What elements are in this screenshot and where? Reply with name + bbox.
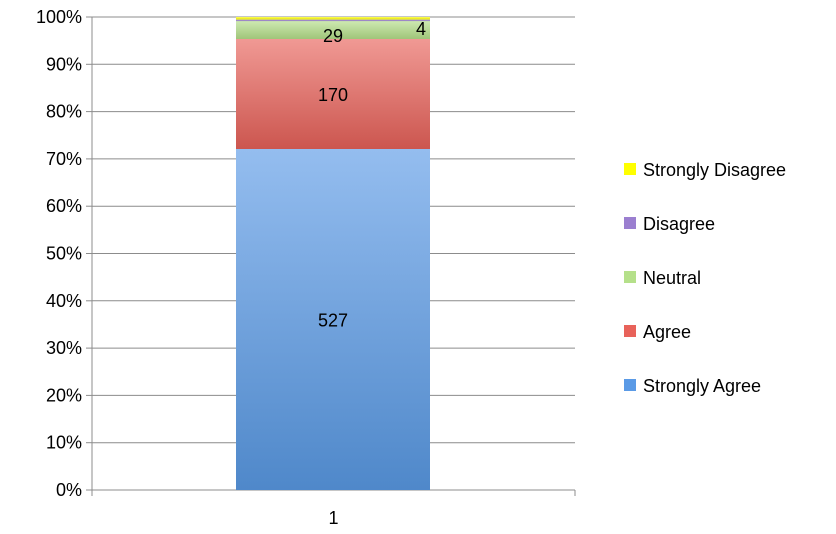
bar-segment-agree bbox=[236, 39, 430, 149]
bar-segment-neutral bbox=[236, 20, 430, 39]
legend: Strongly Disagree Disagree Neutral Agree Str… bbox=[624, 160, 786, 396]
legend-label-strongly-agree: Strongly Agree bbox=[643, 376, 761, 396]
y-axis: 0% 10% 20% 30% 40% 50% 60% 70% 80% 90% 100% bbox=[36, 7, 93, 500]
data-label-strongly-agree: 527 bbox=[318, 311, 348, 331]
data-label-agree: 170 bbox=[318, 85, 348, 105]
y-tick-label: 0% bbox=[56, 480, 82, 500]
y-tick-label: 70% bbox=[46, 149, 82, 169]
y-tick-label: 40% bbox=[46, 291, 82, 311]
legend-label-disagree: Disagree bbox=[643, 214, 715, 234]
x-category-label: 1 bbox=[328, 508, 338, 528]
legend-swatch-strongly-agree bbox=[624, 379, 636, 391]
x-axis: 1 bbox=[91, 490, 576, 528]
y-tick-label: 100% bbox=[36, 7, 82, 27]
data-label-strongly-disagree: 4 bbox=[416, 19, 426, 39]
bar-segment-strongly-disagree bbox=[236, 17, 430, 20]
data-labels: 527 170 29 4 bbox=[318, 19, 426, 331]
y-tick-label: 60% bbox=[46, 196, 82, 216]
y-tick-label: 90% bbox=[46, 54, 82, 74]
legend-swatch-strongly-disagree bbox=[624, 163, 636, 175]
y-tick-label: 80% bbox=[46, 102, 82, 122]
y-tick-label: 20% bbox=[46, 385, 82, 405]
data-label-neutral: 29 bbox=[323, 26, 343, 46]
y-tick-label: 50% bbox=[46, 244, 82, 264]
legend-label-neutral: Neutral bbox=[643, 268, 701, 288]
legend-swatch-disagree bbox=[624, 217, 636, 229]
y-tick-label: 10% bbox=[46, 433, 82, 453]
legend-swatch-agree bbox=[624, 325, 636, 337]
legend-label-strongly-disagree: Strongly Disagree bbox=[643, 160, 786, 180]
legend-swatch-neutral bbox=[624, 271, 636, 283]
y-tick-label: 30% bbox=[46, 338, 82, 358]
bar-stack bbox=[236, 17, 430, 490]
legend-label-agree: Agree bbox=[643, 322, 691, 342]
bar-segment-strongly-agree bbox=[236, 149, 430, 490]
bar-segment-disagree bbox=[236, 19, 430, 22]
